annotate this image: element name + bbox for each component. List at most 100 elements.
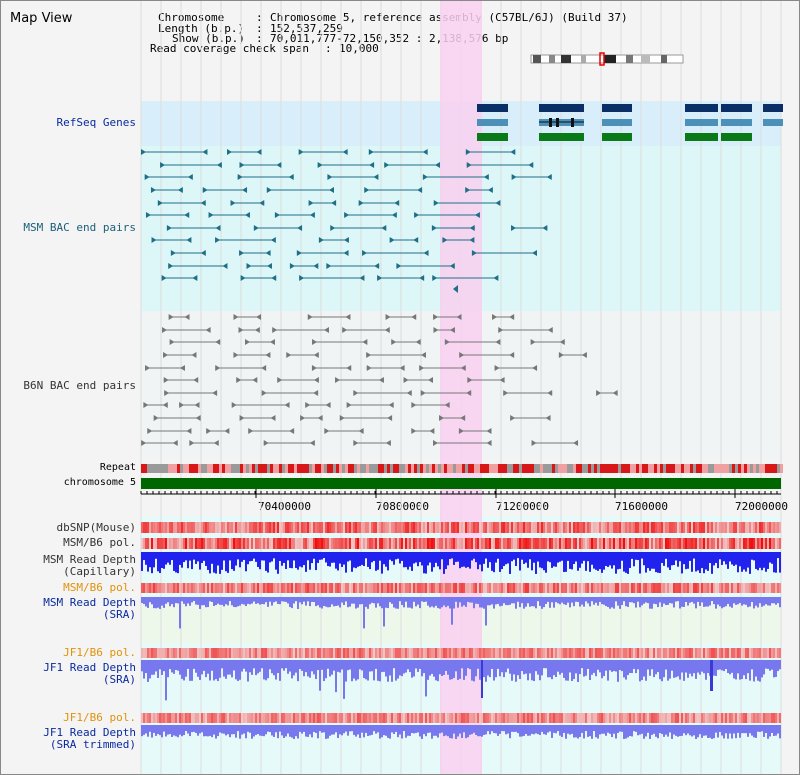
msm-b6-pol-cell bbox=[429, 538, 431, 549]
jf1-depth-sra-bar bbox=[167, 660, 169, 678]
msm-b6-pol-cell bbox=[521, 538, 523, 549]
msm-b6-pol-cell bbox=[613, 538, 615, 549]
msm-depth-sra-bar bbox=[511, 597, 513, 604]
msm-depth-sra-bar bbox=[191, 597, 193, 603]
jf1-depth-trim-bar bbox=[601, 725, 603, 734]
track-label-jf1-trim-sub: (SRA trimmed) bbox=[49, 738, 136, 751]
repeat-segment bbox=[657, 464, 660, 473]
msm-b6-pol-sra-cell bbox=[375, 583, 377, 593]
msm-depth-capillary-bar bbox=[165, 552, 167, 565]
dbsnp-cell bbox=[443, 522, 445, 533]
msm-depth-capillary-bar bbox=[251, 552, 253, 561]
jf1-depth-sra-bar bbox=[427, 660, 429, 680]
jf1-b6-pol-trim-cell bbox=[711, 713, 713, 723]
msm-bac-pair-end bbox=[309, 212, 315, 218]
jf1-depth-trim-bar bbox=[437, 725, 439, 738]
msm-depth-sra-bar bbox=[475, 597, 477, 604]
msm-depth-sra-bar bbox=[695, 597, 697, 609]
jf1-b6-pol-trim-cell bbox=[401, 713, 403, 723]
msm-b6-pol-sra-cell bbox=[227, 583, 229, 593]
jf1-depth-trim-bar bbox=[499, 725, 501, 734]
msm-b6-pol-cell bbox=[315, 538, 317, 549]
msm-b6-pol-sra-cell bbox=[359, 583, 361, 593]
msm-b6-pol-cell bbox=[259, 538, 261, 549]
jf1-b6-pol-trim-cell bbox=[369, 713, 371, 723]
msm-b6-pol-sra-cell bbox=[461, 583, 463, 593]
msm-depth-capillary-bar bbox=[311, 552, 313, 564]
jf1-b6-pol-trim-cell bbox=[541, 713, 543, 723]
msm-b6-pol-cell bbox=[679, 538, 681, 549]
msm-depth-sra-bar bbox=[365, 597, 367, 607]
msm-b6-pol-cell bbox=[557, 538, 559, 549]
jf1-b6-pol-trim-cell bbox=[543, 713, 545, 723]
jf1-b6-pol-cell bbox=[179, 648, 181, 658]
msm-depth-capillary-bar bbox=[293, 552, 295, 561]
msm-depth-capillary-bar bbox=[323, 552, 325, 559]
msm-depth-capillary-bar bbox=[357, 552, 359, 567]
b6n-bac-pair-end bbox=[270, 415, 276, 421]
jf1-depth-sra-bar bbox=[475, 660, 477, 677]
jf1-depth-sra-bar bbox=[517, 660, 519, 676]
jf1-depth-spike bbox=[481, 660, 483, 698]
dbsnp-cell bbox=[671, 522, 673, 533]
jf1-b6-pol-cell bbox=[611, 648, 613, 658]
dbsnp-cell bbox=[265, 522, 267, 533]
msm-b6-pol-sra-cell bbox=[423, 583, 425, 593]
jf1-depth-trim-bar bbox=[607, 725, 609, 733]
dbsnp-cell bbox=[645, 522, 647, 533]
msm-b6-pol-sra-cell bbox=[171, 583, 173, 593]
jf1-b6-pol-trim-cell bbox=[183, 713, 185, 723]
msm-depth-capillary-bar bbox=[401, 552, 403, 561]
msm-depth-capillary-bar bbox=[241, 552, 243, 562]
jf1-b6-pol-trim-cell bbox=[765, 713, 767, 723]
msm-b6-pol-cell bbox=[359, 538, 361, 549]
repeat-segment bbox=[306, 464, 309, 473]
jf1-depth-trim-bar bbox=[709, 725, 711, 738]
dbsnp-cell bbox=[275, 522, 277, 533]
msm-depth-sra-bar bbox=[755, 597, 757, 606]
msm-depth-sra-bar bbox=[275, 597, 277, 602]
jf1-b6-pol-trim-cell bbox=[141, 713, 143, 723]
jf1-depth-trim-bar bbox=[485, 725, 487, 735]
jf1-depth-trim-bar bbox=[301, 725, 303, 734]
jf1-depth-sra-bar bbox=[577, 660, 579, 682]
jf1-b6-pol-trim-cell bbox=[743, 713, 745, 723]
msm-depth-capillary-bar bbox=[255, 552, 257, 562]
msm-depth-sra-bar bbox=[607, 597, 609, 608]
dbsnp-cell bbox=[251, 522, 253, 533]
repeat-segment bbox=[228, 464, 231, 473]
msm-depth-sra-bar bbox=[469, 597, 471, 603]
repeat-segment bbox=[330, 464, 333, 473]
jf1-depth-sra-bar bbox=[459, 660, 461, 679]
jf1-b6-pol-trim-cell bbox=[591, 713, 593, 723]
msm-bac-pair-end bbox=[384, 162, 390, 168]
jf1-b6-pol-cell bbox=[649, 648, 651, 658]
jf1-b6-pol-trim-cell bbox=[387, 713, 389, 723]
jf1-b6-pol-trim-cell bbox=[353, 713, 355, 723]
dbsnp-cell bbox=[627, 522, 629, 533]
b6n-bac-pair-end bbox=[323, 327, 329, 333]
jf1-b6-pol-cell bbox=[487, 648, 489, 658]
repeat-segment bbox=[489, 464, 492, 473]
b6n-bac-pair-end bbox=[269, 339, 275, 345]
msm-b6-pol-sra-cell bbox=[255, 583, 257, 593]
jf1-depth-trim-bar bbox=[253, 725, 255, 737]
jf1-b6-pol-cell bbox=[309, 648, 311, 658]
dbsnp-cell bbox=[577, 522, 579, 533]
jf1-depth-sra-bar bbox=[463, 660, 465, 680]
b6n-bac-pair-end bbox=[245, 339, 251, 345]
msm-depth-sra-bar bbox=[211, 597, 213, 603]
msm-depth-capillary-bar bbox=[569, 552, 571, 569]
jf1-b6-pol-trim-cell bbox=[761, 713, 763, 723]
msm-depth-sra-bar bbox=[361, 597, 363, 605]
jf1-depth-trim-bar bbox=[377, 725, 379, 733]
dbsnp-cell bbox=[225, 522, 227, 533]
jf1-b6-pol-trim-cell bbox=[549, 713, 551, 723]
ideogram-band bbox=[626, 55, 633, 63]
repeat-segment bbox=[231, 464, 234, 473]
jf1-b6-pol-cell bbox=[689, 648, 691, 658]
dbsnp-cell bbox=[759, 522, 761, 533]
msm-depth-capillary-bar bbox=[721, 552, 723, 565]
jf1-b6-pol-trim-cell bbox=[631, 713, 633, 723]
